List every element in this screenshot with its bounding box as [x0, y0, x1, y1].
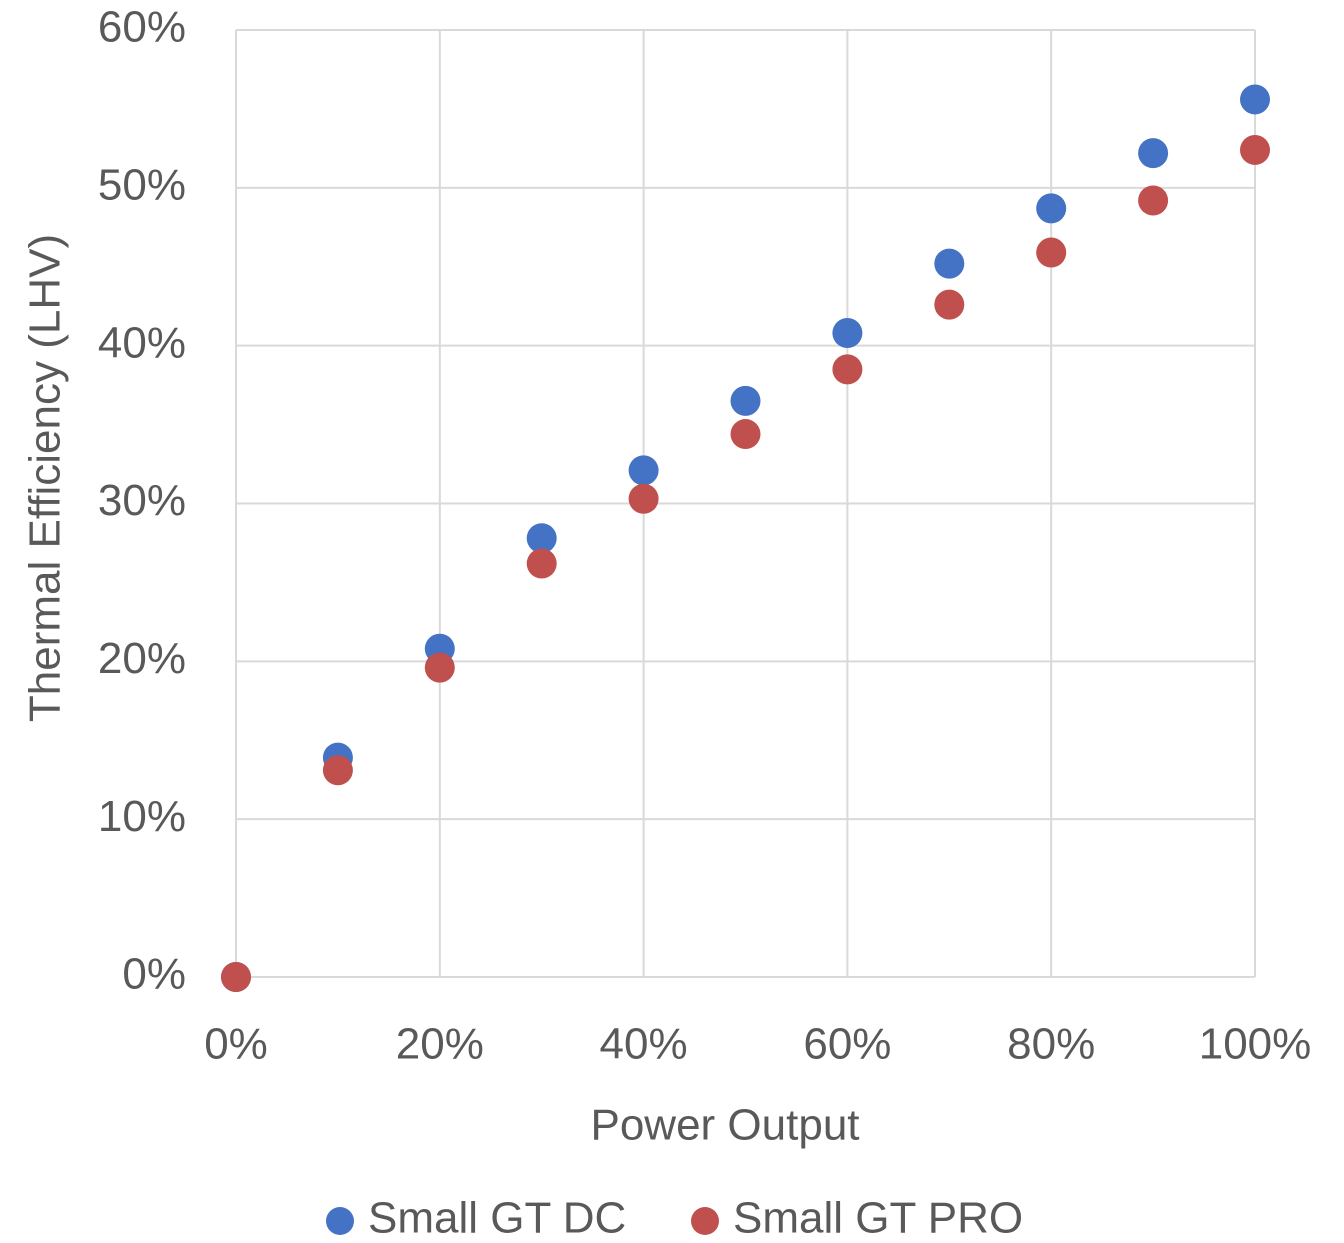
point — [832, 354, 862, 384]
point — [629, 455, 659, 485]
point — [832, 318, 862, 348]
point — [1240, 84, 1270, 114]
y-tick-label: 60% — [98, 3, 186, 52]
point — [527, 548, 557, 578]
point — [731, 419, 761, 449]
point — [1138, 138, 1168, 168]
legend-marker — [326, 1207, 354, 1235]
point — [1036, 193, 1066, 223]
legend-marker — [691, 1207, 719, 1235]
point — [731, 386, 761, 416]
x-tick-label: 60% — [803, 1020, 891, 1069]
legend-label: Small GT PRO — [733, 1194, 1023, 1243]
point — [934, 290, 964, 320]
y-tick-label: 20% — [98, 634, 186, 683]
y-tick-label: 50% — [98, 160, 186, 209]
y-tick-label: 40% — [98, 318, 186, 367]
point — [629, 484, 659, 514]
y-tick-label: 10% — [98, 792, 186, 841]
legend-label: Small GT DC — [368, 1194, 626, 1243]
x-tick-label: 100% — [1199, 1020, 1312, 1069]
y-tick-label: 30% — [98, 476, 186, 525]
point — [934, 249, 964, 279]
x-axis-title: Power Output — [590, 1101, 859, 1150]
y-tick-label: 0% — [122, 950, 186, 999]
point — [1240, 135, 1270, 165]
x-tick-label: 80% — [1007, 1020, 1095, 1069]
point — [425, 653, 455, 683]
x-tick-label: 40% — [600, 1020, 688, 1069]
x-tick-label: 20% — [396, 1020, 484, 1069]
chart: Power Output Thermal Efficiency (LHV) 0%… — [0, 0, 1344, 1243]
point — [1138, 185, 1168, 215]
point — [221, 962, 251, 992]
point — [323, 755, 353, 785]
y-axis-title: Thermal Efficiency (LHV) — [21, 234, 70, 722]
x-tick-label: 0% — [204, 1020, 268, 1069]
point — [1036, 238, 1066, 268]
